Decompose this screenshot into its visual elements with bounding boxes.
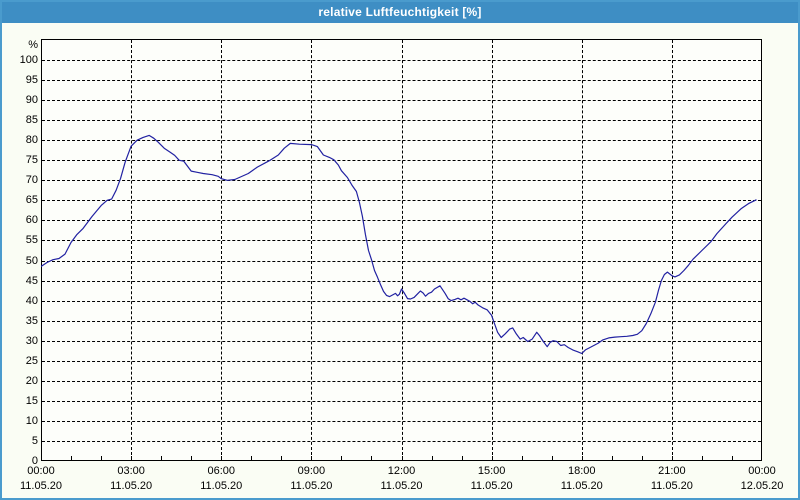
y-tick-label: 30 xyxy=(25,334,38,347)
y-tick-label: 15 xyxy=(25,394,38,407)
chart-title: relative Luftfeuchtigkeit [%] xyxy=(318,5,482,19)
y-tick-label: 40 xyxy=(25,294,38,307)
y-tick-label: 55 xyxy=(25,234,38,247)
hour-tick xyxy=(701,456,703,460)
hour-tick xyxy=(611,456,613,460)
x-tick-time-label: 15:00 xyxy=(477,465,506,477)
x-grid-line xyxy=(491,40,493,460)
hour-tick xyxy=(731,456,733,460)
y-tick-label: 50 xyxy=(25,254,38,267)
y-tick-label: 5 xyxy=(31,434,38,447)
x-grid-line xyxy=(671,40,673,460)
x-tick-date-label: 12.05.20 xyxy=(740,480,784,492)
y-tick-label: 95 xyxy=(25,74,38,87)
y-tick-label: 0 xyxy=(31,455,38,467)
y-tick-label: 60 xyxy=(25,214,38,227)
hour-tick xyxy=(671,456,673,460)
x-tick-time-label: 06:00 xyxy=(207,465,236,477)
humidity-line-chart xyxy=(41,134,757,355)
y-tick-label: 35 xyxy=(25,314,38,327)
hour-tick xyxy=(71,456,73,460)
hour-tick xyxy=(161,456,163,460)
hour-tick xyxy=(371,456,373,460)
y-tick-label: 80 xyxy=(25,134,38,147)
y-tick-label: 85 xyxy=(25,114,38,127)
x-grid-line xyxy=(311,40,313,460)
x-tick-time-label: 18:00 xyxy=(567,465,596,477)
x-tick-date-label: 11.05.20 xyxy=(650,480,693,492)
y-tick-label: 65 xyxy=(25,194,38,207)
hour-tick xyxy=(551,456,553,460)
y-tick-label: 70 xyxy=(25,174,38,187)
hour-tick xyxy=(281,456,283,460)
x-tick-time-label: 00:00 xyxy=(748,465,776,477)
y-tick-label: 100 xyxy=(19,54,38,66)
hour-tick xyxy=(131,456,133,460)
hour-tick xyxy=(221,456,223,460)
hour-tick xyxy=(401,456,403,460)
x-grid-line xyxy=(131,40,133,460)
y-tick-label: 75 xyxy=(25,154,38,167)
x-tick-time-label: 09:00 xyxy=(297,465,326,477)
hour-tick xyxy=(461,456,463,460)
hour-tick xyxy=(341,456,343,460)
x-tick-time-label: 03:00 xyxy=(117,465,145,477)
x-tick-date-label: 11.05.20 xyxy=(200,480,243,492)
x-tick-date-label: 11.05.20 xyxy=(110,480,153,492)
hour-tick xyxy=(251,456,253,460)
y-tick-label: 45 xyxy=(25,274,38,287)
chart-title-bar: relative Luftfeuchtigkeit [%] xyxy=(2,2,798,23)
x-grid-line xyxy=(401,40,403,460)
y-tick-label: 10 xyxy=(25,414,38,427)
hour-tick xyxy=(641,456,643,460)
hour-tick xyxy=(101,456,103,460)
x-grid-line xyxy=(581,40,583,460)
x-tick-date-label: 11.05.20 xyxy=(470,480,513,492)
hour-tick xyxy=(581,456,583,460)
y-tick-label: 25 xyxy=(25,354,38,367)
hour-tick xyxy=(431,456,433,460)
x-tick-date-label: 11.05.20 xyxy=(19,480,62,492)
x-tick-date-label: 11.05.20 xyxy=(380,480,423,492)
x-grid-line xyxy=(221,40,223,460)
x-tick-date-label: 11.05.20 xyxy=(560,480,603,492)
humidity-series-line xyxy=(41,134,757,355)
y-tick-label: 90 xyxy=(25,94,38,107)
y-tick-label: 20 xyxy=(25,374,38,387)
hour-tick xyxy=(191,456,193,460)
y-axis-unit-label: % xyxy=(28,39,38,51)
hour-tick xyxy=(311,456,313,460)
x-tick-time-label: 00:00 xyxy=(27,465,55,477)
hour-tick xyxy=(521,456,523,460)
x-tick-time-label: 12:00 xyxy=(387,465,416,477)
hour-tick xyxy=(491,456,493,460)
x-tick-time-label: 21:00 xyxy=(658,465,686,477)
x-tick-date-label: 11.05.20 xyxy=(290,480,333,492)
